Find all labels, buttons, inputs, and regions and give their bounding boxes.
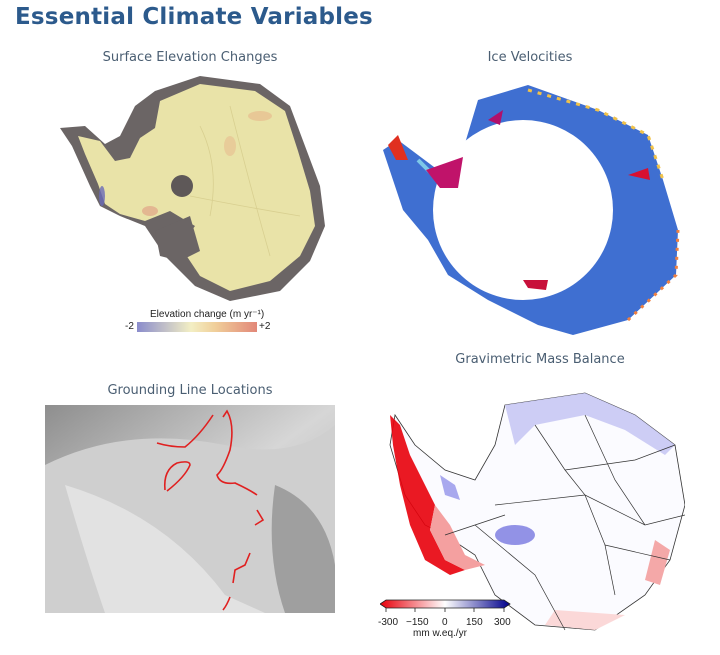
ice-velocities-map — [383, 85, 680, 335]
elevation-colorbar-max: +2 — [259, 321, 271, 332]
elevation-colorbar-min: -2 — [125, 321, 134, 332]
panel-title-ice-velocities: Ice Velocities — [487, 50, 573, 65]
page-title: Essential Climate Variables — [15, 4, 373, 30]
gmb-units: mm w.eq./yr — [413, 628, 467, 639]
grounding-line-trace — [156, 409, 265, 611]
surface-elevation-map — [60, 76, 325, 301]
gmb-tick-4: 300 — [494, 617, 511, 628]
grounding-line-image — [45, 405, 335, 613]
gmb-tick-0: -300 — [378, 617, 399, 628]
gmb-tick-2: 0 — [442, 617, 448, 628]
continent-shape — [78, 84, 315, 291]
elevation-colorbar — [137, 322, 257, 332]
panel-title-gravimetric-mass-balance: Gravimetric Mass Balance — [455, 352, 625, 367]
fast-flow-shelf — [426, 157, 463, 188]
elevation-colorbar-label: Elevation change (m yr⁻¹) — [150, 309, 265, 320]
gmb-tick-3: 150 — [466, 617, 483, 628]
panel-title-surface-elevation: Surface Elevation Changes — [102, 50, 278, 65]
gmb-tick-1: −150 — [406, 617, 429, 628]
panel-title-grounding-line: Grounding Line Locations — [107, 383, 273, 398]
gravimetric-colorbar — [380, 599, 511, 612]
gravimetric-map — [389, 392, 685, 631]
